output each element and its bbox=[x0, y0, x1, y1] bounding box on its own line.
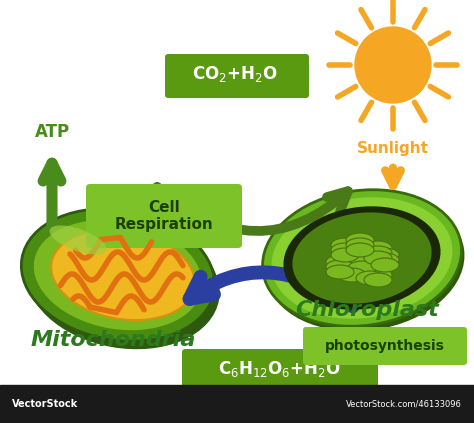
Text: CO$_2$+H$_2$O: CO$_2$+H$_2$O bbox=[192, 64, 278, 84]
Ellipse shape bbox=[371, 253, 399, 267]
Text: VectorStock.com/46133096: VectorStock.com/46133096 bbox=[346, 399, 462, 409]
FancyBboxPatch shape bbox=[86, 184, 242, 248]
Text: Sunlight: Sunlight bbox=[357, 140, 429, 156]
Ellipse shape bbox=[50, 225, 107, 255]
Text: Mitochondria: Mitochondria bbox=[30, 330, 196, 350]
Ellipse shape bbox=[364, 251, 392, 265]
Ellipse shape bbox=[326, 255, 354, 269]
Circle shape bbox=[355, 27, 431, 103]
Ellipse shape bbox=[27, 217, 219, 349]
Ellipse shape bbox=[348, 261, 376, 275]
Ellipse shape bbox=[51, 230, 195, 320]
Bar bbox=[0, 385, 474, 423]
Ellipse shape bbox=[346, 233, 374, 247]
Ellipse shape bbox=[364, 246, 392, 260]
FancyBboxPatch shape bbox=[165, 54, 309, 98]
Ellipse shape bbox=[263, 190, 462, 326]
Ellipse shape bbox=[338, 258, 366, 272]
Text: ATP: ATP bbox=[35, 123, 70, 141]
Ellipse shape bbox=[265, 195, 465, 331]
Ellipse shape bbox=[331, 238, 359, 252]
FancyArrowPatch shape bbox=[43, 163, 61, 227]
Ellipse shape bbox=[331, 243, 359, 257]
Ellipse shape bbox=[283, 206, 440, 310]
Text: photosynthesis: photosynthesis bbox=[325, 339, 445, 353]
FancyBboxPatch shape bbox=[303, 327, 467, 365]
Ellipse shape bbox=[331, 248, 359, 262]
Ellipse shape bbox=[371, 258, 399, 272]
Text: VectorStock: VectorStock bbox=[12, 399, 78, 409]
Ellipse shape bbox=[21, 209, 215, 341]
Ellipse shape bbox=[356, 266, 384, 280]
FancyBboxPatch shape bbox=[182, 349, 378, 393]
Ellipse shape bbox=[356, 261, 384, 275]
Ellipse shape bbox=[34, 220, 202, 330]
Text: Chloroplast: Chloroplast bbox=[295, 300, 439, 320]
Ellipse shape bbox=[326, 265, 354, 279]
Ellipse shape bbox=[364, 273, 392, 287]
Ellipse shape bbox=[338, 268, 366, 282]
Ellipse shape bbox=[348, 256, 376, 270]
Ellipse shape bbox=[326, 260, 354, 274]
Ellipse shape bbox=[346, 243, 374, 257]
FancyArrowPatch shape bbox=[385, 168, 401, 186]
Ellipse shape bbox=[364, 241, 392, 255]
Text: C$_6$H$_{12}$O$_6$+H$_2$O: C$_6$H$_{12}$O$_6$+H$_2$O bbox=[219, 359, 342, 379]
Ellipse shape bbox=[364, 268, 392, 282]
FancyArrowPatch shape bbox=[190, 272, 353, 306]
FancyArrowPatch shape bbox=[157, 187, 348, 231]
Ellipse shape bbox=[292, 212, 432, 304]
Ellipse shape bbox=[346, 238, 374, 252]
Ellipse shape bbox=[356, 271, 384, 285]
Ellipse shape bbox=[364, 263, 392, 277]
Ellipse shape bbox=[348, 251, 376, 265]
Ellipse shape bbox=[338, 263, 366, 277]
Ellipse shape bbox=[371, 248, 399, 262]
Text: Cell
Respiration: Cell Respiration bbox=[115, 200, 213, 232]
Ellipse shape bbox=[272, 197, 453, 319]
